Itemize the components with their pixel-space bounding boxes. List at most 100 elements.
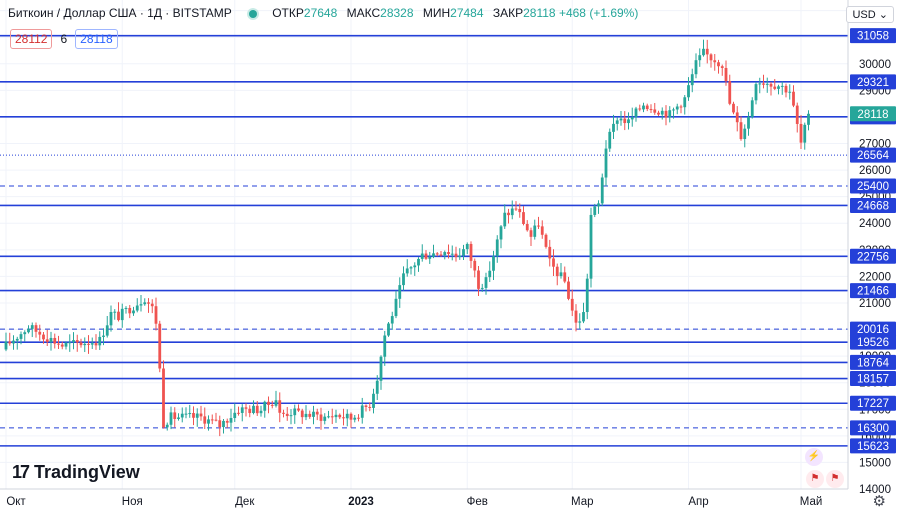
high-label: МАКС	[346, 6, 381, 20]
candle-body	[4, 341, 8, 350]
candle-body	[604, 148, 608, 178]
spread-value: 6	[60, 32, 68, 46]
candle-body	[45, 339, 49, 342]
y-tick-label: 22000	[859, 271, 891, 283]
flag-icon-us-2[interactable]: ⚑	[826, 470, 844, 488]
level-tag-25400	[850, 178, 896, 194]
level-tag-label: 21466	[857, 286, 889, 298]
candle-body	[705, 48, 709, 55]
bid-ask-panel: 28112 6 28118	[10, 29, 118, 49]
y-tick-label: 14000	[859, 484, 891, 496]
candle-body	[188, 413, 192, 415]
candle-body	[540, 226, 544, 235]
candle-body	[574, 310, 578, 323]
candle-body	[345, 413, 349, 419]
candle-body	[525, 223, 529, 231]
candle-body	[585, 278, 589, 313]
candle-body	[240, 407, 244, 413]
level-tag-15623	[850, 438, 896, 454]
candle-body	[739, 122, 743, 140]
candle-body	[98, 336, 102, 346]
candle-body	[623, 118, 627, 124]
ask-button[interactable]: 28118	[75, 29, 118, 49]
close-label: ЗАКР	[492, 6, 524, 20]
candle-body	[499, 226, 503, 240]
candle-body	[120, 308, 124, 321]
level-tag-17227	[850, 395, 896, 411]
level-tag-18157	[850, 371, 896, 387]
candle-body	[349, 413, 353, 420]
candle-body	[750, 100, 754, 117]
candle-body	[383, 335, 387, 357]
candle-body	[109, 312, 113, 326]
tradingview-logo[interactable]: 17 TradingView	[12, 462, 140, 483]
candle-body	[514, 208, 518, 210]
candle-body	[338, 414, 342, 418]
level-tag-label: 18764	[857, 357, 890, 369]
candle-body	[544, 234, 548, 247]
candle-body	[765, 83, 769, 85]
chevron-down-icon: ⌄	[878, 9, 888, 21]
candle-body	[758, 83, 762, 85]
currency-selector[interactable]: USD ⌄	[846, 6, 894, 23]
level-tag-label: 26564	[857, 150, 890, 162]
candle-body	[368, 406, 372, 408]
candle-body	[315, 411, 319, 415]
level-tag-label: 19526	[857, 337, 889, 349]
candle-body	[135, 305, 139, 311]
candle-body	[405, 268, 409, 274]
candle-body	[548, 246, 552, 259]
flag-icon-us[interactable]: ⚑	[806, 470, 824, 488]
candle-body	[507, 212, 510, 216]
candle-body	[660, 110, 664, 115]
candle-body	[312, 411, 315, 417]
level-tag-21466	[850, 283, 896, 299]
candle-body	[300, 410, 304, 418]
candle-body	[642, 105, 645, 110]
level-lines	[0, 34, 848, 447]
level-tag-26564	[850, 147, 896, 163]
low-label: МИН	[422, 6, 451, 20]
symbol-title[interactable]: Биткоин / Доллар США · 1Д · BITSTAMP	[8, 6, 232, 20]
candle-body	[668, 110, 672, 118]
candle-body	[225, 420, 229, 423]
level-tag-label: 18157	[857, 374, 889, 386]
candle-body	[278, 400, 282, 413]
candle-body	[207, 419, 210, 424]
candle-body	[218, 420, 222, 428]
candle-body	[158, 323, 162, 369]
candle-body	[113, 311, 117, 313]
candle-body	[390, 316, 394, 324]
candle-body	[372, 393, 375, 408]
candle-body	[57, 343, 60, 345]
level-tag-18764	[850, 354, 896, 370]
candle-body	[402, 273, 405, 286]
level-tag-label: 31058	[857, 31, 889, 43]
candle-body	[683, 97, 687, 108]
candle-body	[334, 414, 338, 418]
candle-body	[330, 416, 334, 418]
gear-icon[interactable]: ⚙	[872, 493, 886, 510]
candle-body	[799, 123, 803, 143]
lightning-icon[interactable]: ⚡	[805, 448, 823, 466]
bid-button[interactable]: 28112	[10, 29, 53, 49]
candle-body	[634, 108, 638, 118]
candle-body	[42, 334, 45, 340]
candle-body	[570, 298, 574, 311]
candle-body	[184, 413, 188, 415]
candle-body	[720, 66, 724, 68]
x-tick-label: 2023	[348, 496, 374, 508]
candle-body	[533, 225, 537, 237]
level-tag-label: 16300	[857, 423, 889, 435]
candle-body	[555, 266, 559, 277]
candle-body	[195, 413, 199, 418]
candle-body	[795, 105, 799, 124]
candle-body	[492, 256, 495, 271]
candle-body	[784, 85, 788, 93]
level-tag-31058	[850, 28, 896, 44]
candle-body	[630, 117, 634, 120]
candle-body	[698, 55, 702, 61]
candle-body	[450, 253, 454, 255]
candle-body	[477, 270, 480, 289]
